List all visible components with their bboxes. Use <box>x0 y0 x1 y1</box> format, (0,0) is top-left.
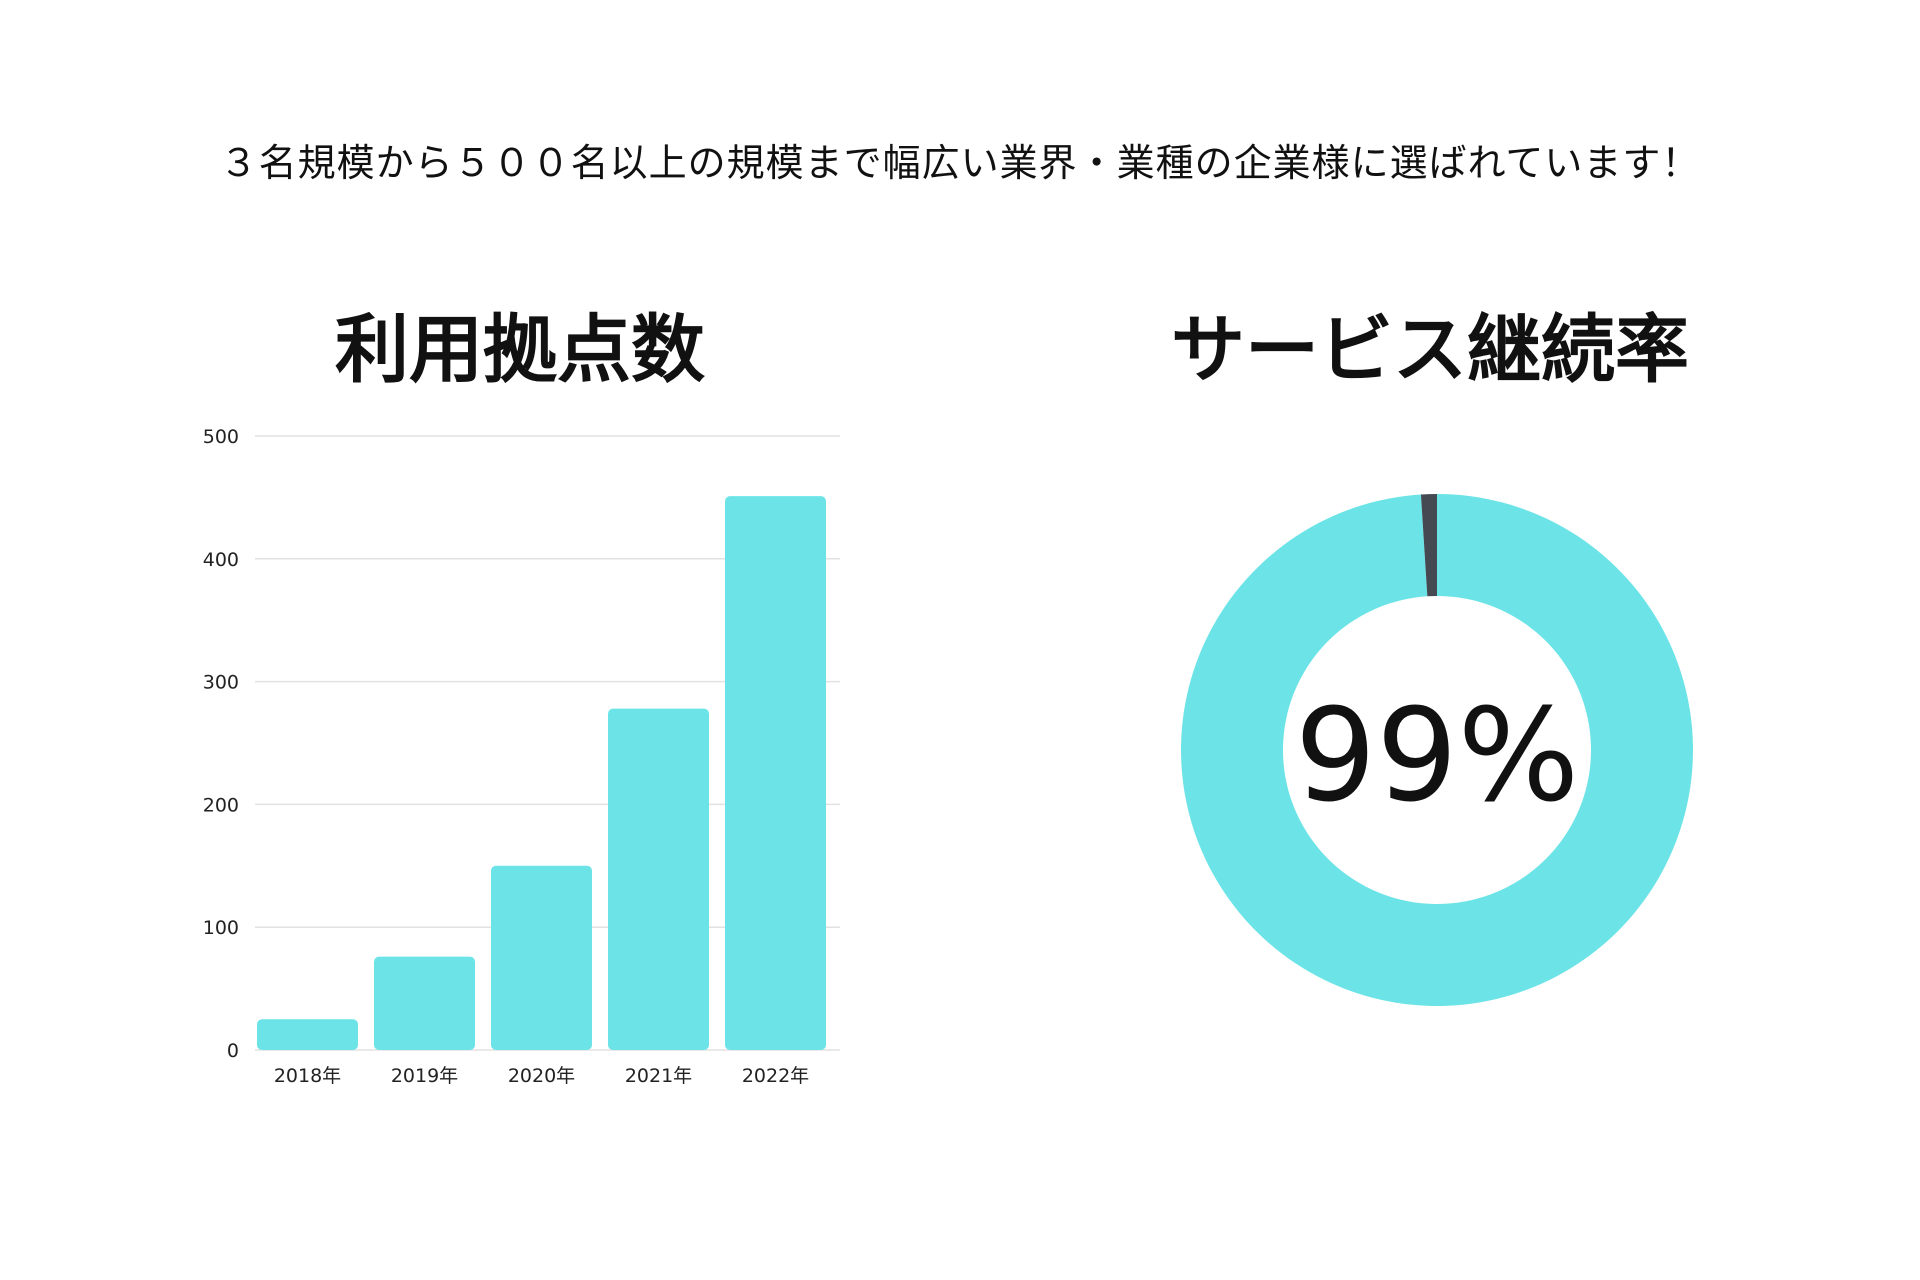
headline: ３名規模から５００名以上の規模まで幅広い業界・業種の企業様に選ばれています！ <box>219 141 1701 185</box>
x-tick-label: 2021年 <box>625 1065 692 1087</box>
x-tick-label: 2019年 <box>391 1065 458 1087</box>
donut-chart-title: サービス継続率 <box>1171 307 1689 393</box>
donut-chart-slices <box>1181 494 1694 1006</box>
y-tick-label: 0 <box>227 1040 239 1062</box>
bar-2018年 <box>257 1019 358 1050</box>
bar-2021年 <box>608 708 709 1050</box>
y-tick-label: 100 <box>203 917 239 939</box>
x-tick-label: 2018年 <box>274 1065 341 1087</box>
y-tick-label: 300 <box>203 672 239 694</box>
bar-chart-bars <box>257 496 826 1050</box>
y-tick-label: 400 <box>203 549 239 571</box>
donut-slice-0 <box>1181 494 1694 1006</box>
bar-chart: 0 100 200 300 400 500 2018年 2019年 2020年 2021年 202… <box>203 426 840 1087</box>
donut-slice-1 <box>1420 494 1437 597</box>
bar-chart-x-axis: 2018年 2019年 2020年 2021年 2022年 <box>274 1065 809 1087</box>
x-tick-label: 2020年 <box>508 1065 575 1087</box>
donut-center-label: 99% <box>1295 682 1580 831</box>
y-tick-label: 200 <box>203 794 239 816</box>
y-tick-label: 500 <box>203 426 239 448</box>
bar-2022年 <box>725 496 826 1050</box>
donut-chart: 99% <box>1181 494 1694 1006</box>
bar-chart-y-axis: 0 100 200 300 400 500 <box>203 426 239 1062</box>
x-tick-label: 2022年 <box>742 1065 809 1087</box>
bar-chart-title: 利用拠点数 <box>335 307 705 393</box>
bar-2019年 <box>374 956 475 1050</box>
bar-2020年 <box>491 865 592 1050</box>
